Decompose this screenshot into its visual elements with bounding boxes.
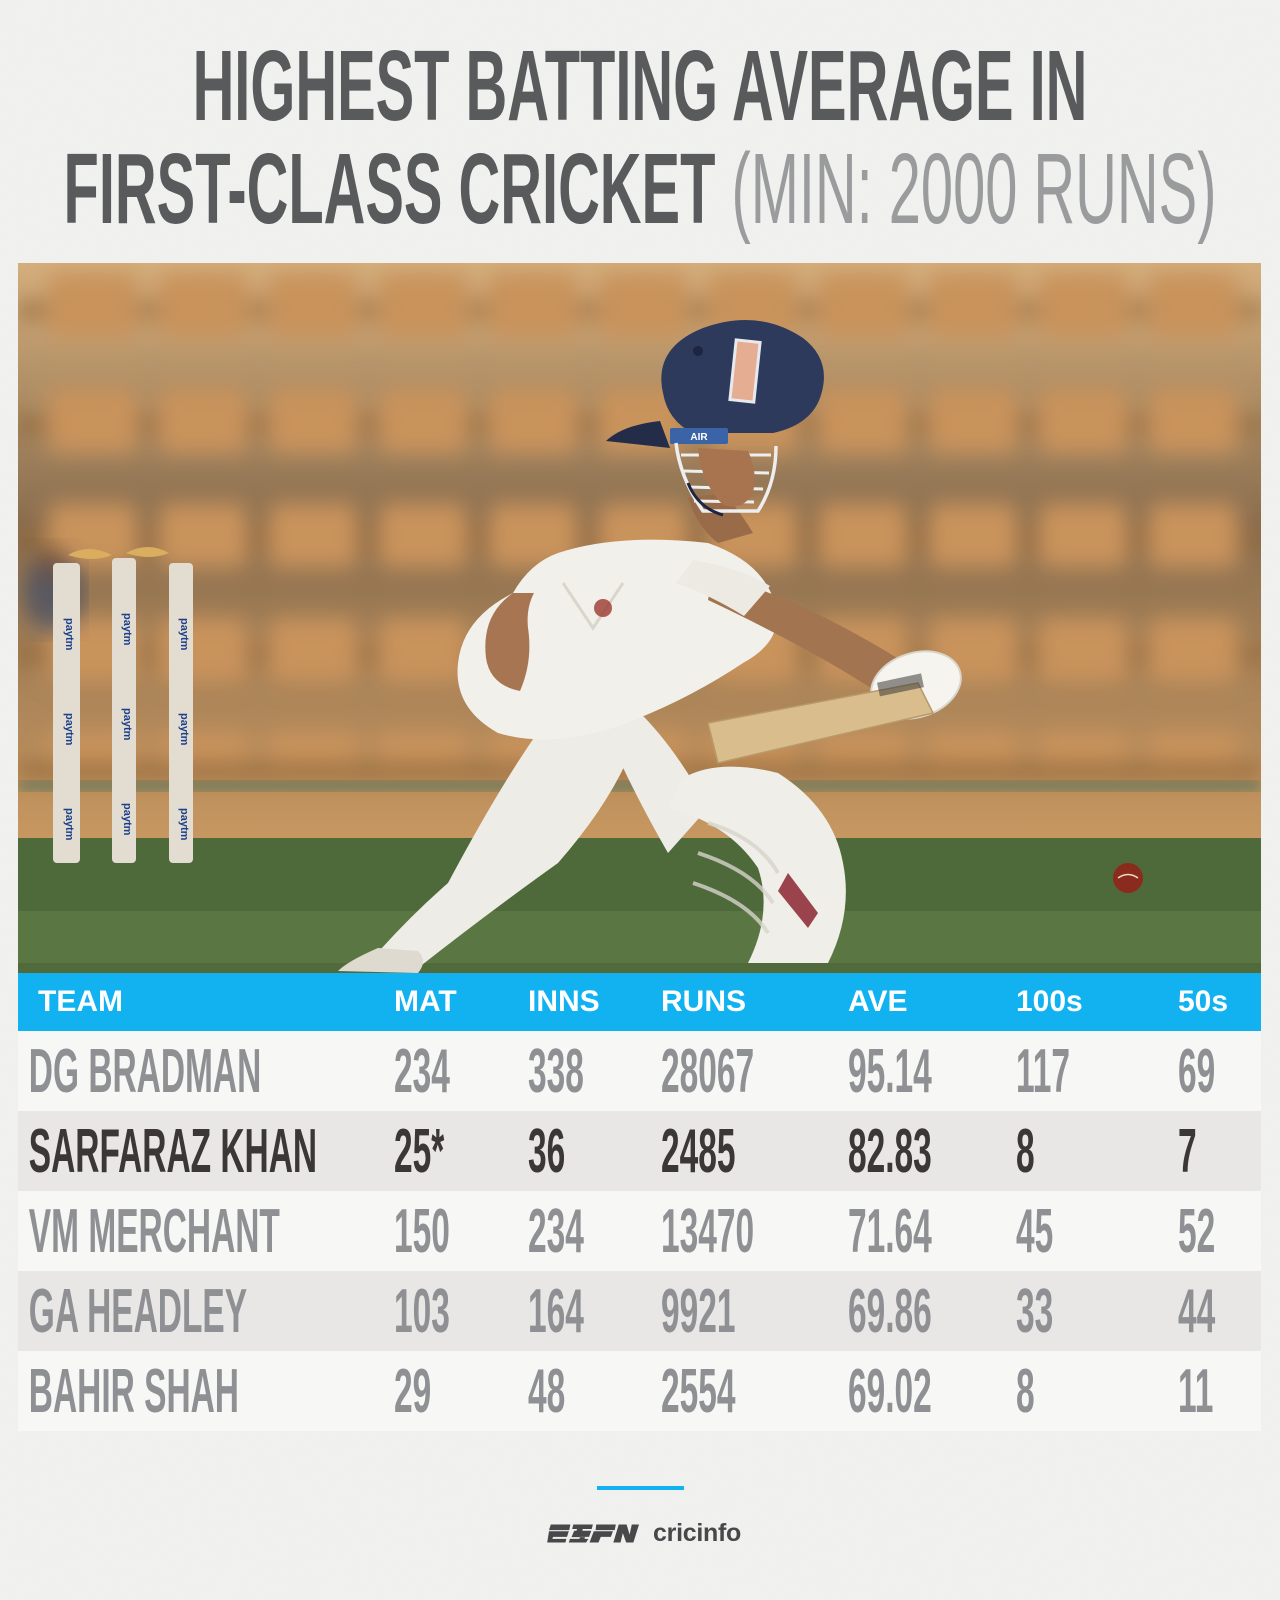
svg-text:paytm: paytm [121,613,133,646]
svg-text:paytm: paytm [121,803,133,836]
svg-text:paytm: paytm [121,708,133,741]
svg-text:paytm: paytm [178,618,190,651]
svg-text:AIR: AIR [690,432,708,443]
svg-text:paytm: paytm [63,618,75,651]
svg-text:paytm: paytm [63,808,75,841]
svg-text:paytm: paytm [178,713,190,746]
svg-text:paytm: paytm [63,713,75,746]
svg-text:paytm: paytm [178,808,190,841]
